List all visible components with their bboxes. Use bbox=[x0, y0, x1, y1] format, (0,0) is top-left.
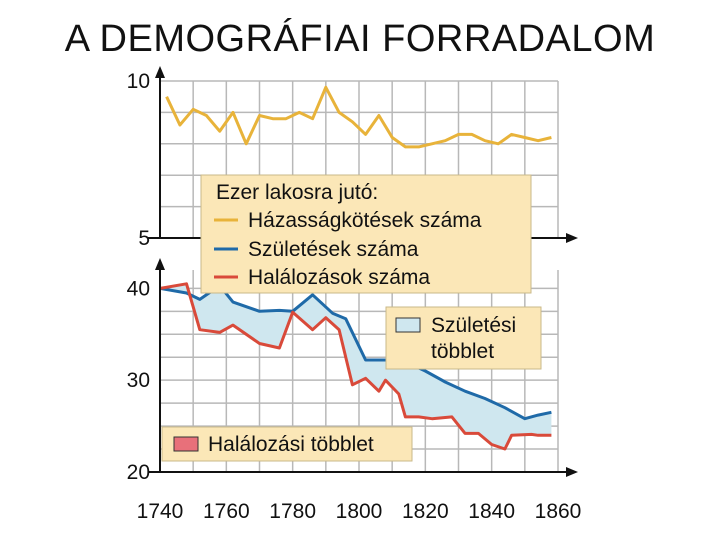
x-tick-label: 1860 bbox=[535, 500, 582, 523]
top-y-tick-label: 10 bbox=[127, 70, 150, 93]
death-surplus-box bbox=[161, 426, 413, 462]
legend-title: Ezer lakosra jutó: bbox=[216, 181, 378, 204]
bottom-y-axis-arrow bbox=[155, 258, 165, 270]
death-surplus-text: Halálozási többlet bbox=[208, 433, 374, 456]
legend-label-marriage: Házasságkötések száma bbox=[248, 209, 482, 232]
x-tick-label: 1740 bbox=[137, 500, 184, 523]
series-line-marriages bbox=[165, 85, 552, 149]
bottom-x-axis-arrow bbox=[566, 467, 578, 477]
bottom-y-tick-label: 20 bbox=[127, 461, 150, 484]
legend-label-deaths: Halálozások száma bbox=[248, 266, 430, 289]
birth-surplus-area bbox=[160, 283, 552, 449]
birth-surplus-text-1: Születési bbox=[431, 314, 516, 337]
top-y-axis-arrow bbox=[155, 66, 165, 78]
x-tick-label: 1800 bbox=[336, 500, 383, 523]
bottom-y-tick-label: 30 bbox=[127, 369, 150, 392]
x-tick-label: 1780 bbox=[269, 500, 316, 523]
page-title: A DEMOGRÁFIAI FORRADALOM bbox=[64, 18, 656, 60]
series-line-deaths bbox=[160, 282, 552, 451]
birth-surplus-swatch bbox=[395, 317, 421, 333]
legend: Ezer lakosra jutó: Házasságkötések száma… bbox=[200, 174, 532, 294]
series-line-births bbox=[160, 284, 552, 421]
death-surplus-swatch bbox=[173, 436, 199, 452]
legend-label-births: Születések száma bbox=[248, 238, 419, 261]
x-tick-label: 1760 bbox=[203, 500, 250, 523]
bottom-y-tick-label: 40 bbox=[127, 277, 150, 300]
birth-surplus-label: Születési többlet bbox=[385, 306, 542, 370]
x-tick-label: 1820 bbox=[402, 500, 449, 523]
death-surplus-label: Halálozási többlet bbox=[161, 426, 413, 462]
birth-surplus-box bbox=[385, 306, 542, 370]
top-x-axis-arrow bbox=[566, 233, 578, 243]
legend-box bbox=[200, 174, 532, 294]
top-y-tick-label: 5 bbox=[138, 227, 150, 250]
x-tick-label: 1840 bbox=[468, 500, 515, 523]
birth-surplus-text-2: többlet bbox=[431, 340, 494, 363]
